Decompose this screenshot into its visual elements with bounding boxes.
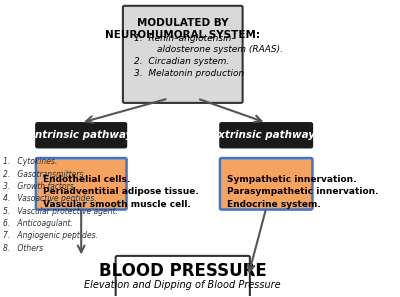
Text: Intrinsic pathway: Intrinsic pathway xyxy=(30,130,132,140)
Text: 1.   Cytokines.: 1. Cytokines. xyxy=(3,157,58,166)
Text: MODULATED BY
NEUROHUMORAL SYSTEM:: MODULATED BY NEUROHUMORAL SYSTEM: xyxy=(105,18,260,40)
Text: 3.   Growth factors.: 3. Growth factors. xyxy=(3,182,76,191)
Text: 8.   Others: 8. Others xyxy=(3,244,43,253)
FancyBboxPatch shape xyxy=(116,256,250,297)
FancyBboxPatch shape xyxy=(36,123,126,148)
Text: Elevation and Dipping of Blood Pressure: Elevation and Dipping of Blood Pressure xyxy=(84,280,281,290)
Text: BLOOD PRESSURE: BLOOD PRESSURE xyxy=(99,262,267,279)
FancyBboxPatch shape xyxy=(36,158,126,210)
Text: 4.   Vasoactive peptides.: 4. Vasoactive peptides. xyxy=(3,195,97,203)
FancyBboxPatch shape xyxy=(123,6,243,103)
FancyBboxPatch shape xyxy=(220,158,312,210)
Text: Sympathetic innervation.
Parasympathetic innervation.
Endocrine system.: Sympathetic innervation. Parasympathetic… xyxy=(227,175,379,209)
Text: Extrinsic pathways: Extrinsic pathways xyxy=(211,130,321,140)
Text: 1.  Renin–angiotensin–
        aldosterone system (RAAS).
2.  Circadian system.
: 1. Renin–angiotensin– aldosterone system… xyxy=(134,34,283,78)
Text: 5.   Vascular protective agent.: 5. Vascular protective agent. xyxy=(3,207,118,216)
Text: 6.   Anticoagulant.: 6. Anticoagulant. xyxy=(3,219,73,228)
Text: 7.   Angiogenic peptides.: 7. Angiogenic peptides. xyxy=(3,231,98,241)
Text: Endothelial cells.
Periadventitial adipose tissue.
Vascular smooth muscle cell.: Endothelial cells. Periadventitial adipo… xyxy=(43,175,199,209)
FancyBboxPatch shape xyxy=(220,123,312,148)
Text: 2.   Gasotransmitters.: 2. Gasotransmitters. xyxy=(3,170,86,179)
